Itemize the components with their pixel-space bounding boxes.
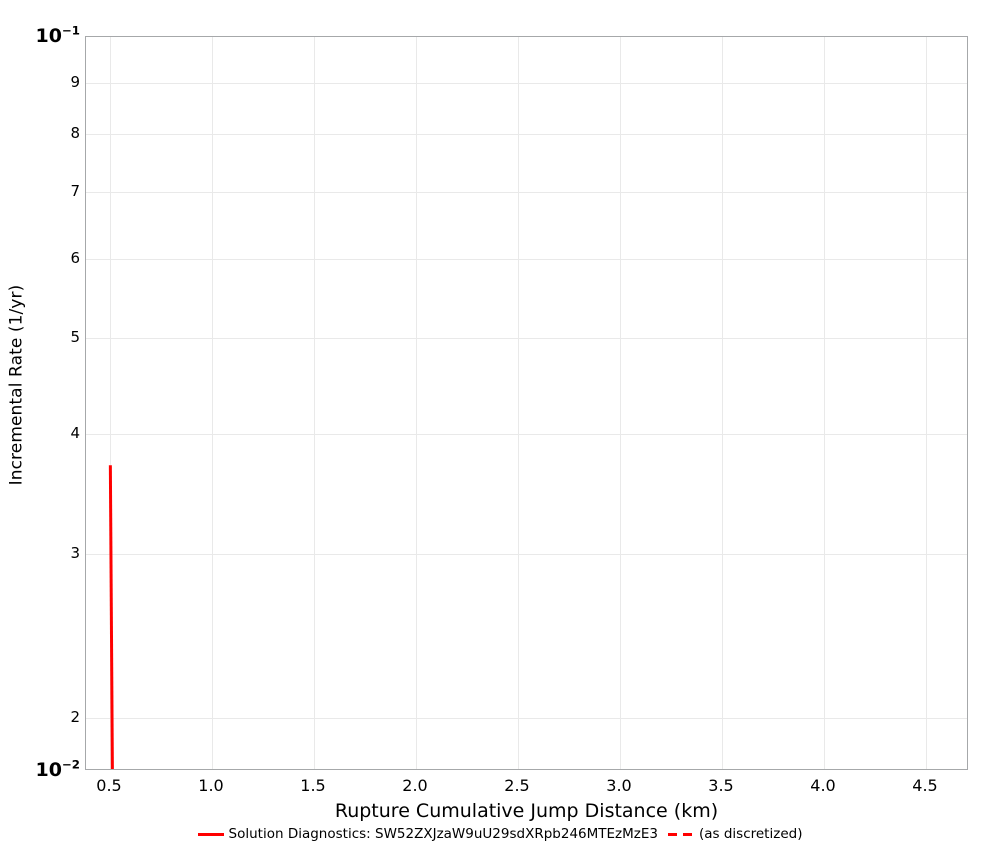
legend-solid-line-icon [197,832,224,836]
gridline-x-2.0 [416,37,417,769]
x-tick-label-4.5: 4.5 [912,776,938,795]
x-tick-label-4.0: 4.0 [810,776,836,795]
legend-entry-solution-diagnostics[interactable]: Solution Diagnostics: SW52ZXJzaW9uU29sdX… [197,826,658,842]
legend-label-as-discretized: (as discretized) [698,826,803,842]
legend-dashed-line-icon [667,832,694,836]
gridline-y-7e-2 [86,192,967,194]
x-tick-label-3.0: 3.0 [606,776,632,795]
gridline-y-5e-2 [86,338,967,340]
gridline-x-4.5 [926,37,927,769]
series-layer [108,465,114,769]
gridline-y-3e-2 [86,554,967,556]
gridline-y-6e-2 [86,259,967,261]
gridline-x-1.5 [314,37,315,769]
gridline-y-4e-2 [86,433,967,435]
x-tick-label-1.0: 1.0 [198,776,224,795]
gridline-y-2e-2 [86,717,967,719]
x-tick-label-0.5: 0.5 [96,776,122,795]
y-tick-label-1e-1: 10−1 [35,23,81,47]
x-tick-label-1.5: 1.5 [300,776,326,795]
gridline-x-1.0 [212,37,213,769]
y-tick-label-4: 4 [70,423,80,442]
gridline-x-2.5 [518,37,519,769]
y-tick-label-2: 2 [70,707,80,726]
gridline-y-8e-2 [86,133,967,135]
y-tick-label-7: 7 [70,182,80,201]
series-line-0 [108,465,114,769]
legend-label-solution-diagnostics: Solution Diagnostics: SW52ZXJzaW9uU29sdX… [228,826,658,842]
y-tick-label-8: 8 [70,123,80,142]
x-tick-label-3.5: 3.5 [708,776,734,795]
y-tick-label-3: 3 [70,544,80,563]
y-tick-label-6: 6 [70,249,80,268]
gridline-x-4.0 [824,37,825,769]
y-tick-label-9: 9 [70,72,80,91]
y-tick-label-5: 5 [70,328,80,347]
y-tick-label-1e-2: 10−2 [35,757,81,781]
gridline-y-9e-2 [86,82,967,84]
legend-entry-as-discretized[interactable]: (as discretized) [667,826,803,842]
plot-area [85,36,968,770]
gridline-x-3.0 [620,37,621,769]
chart-legend: Solution Diagnostics: SW52ZXJzaW9uU29sdX… [0,826,1000,842]
x-tick-label-2.0: 2.0 [402,776,428,795]
gridline-x-0.5 [110,37,111,769]
y-axis-tick-labels: 10−1 9 8 7 6 5 4 3 2 10−2 [0,0,81,850]
x-tick-label-2.5: 2.5 [504,776,530,795]
gridline-x-3.5 [722,37,723,769]
x-axis-title: Rupture Cumulative Jump Distance (km) [334,800,719,822]
